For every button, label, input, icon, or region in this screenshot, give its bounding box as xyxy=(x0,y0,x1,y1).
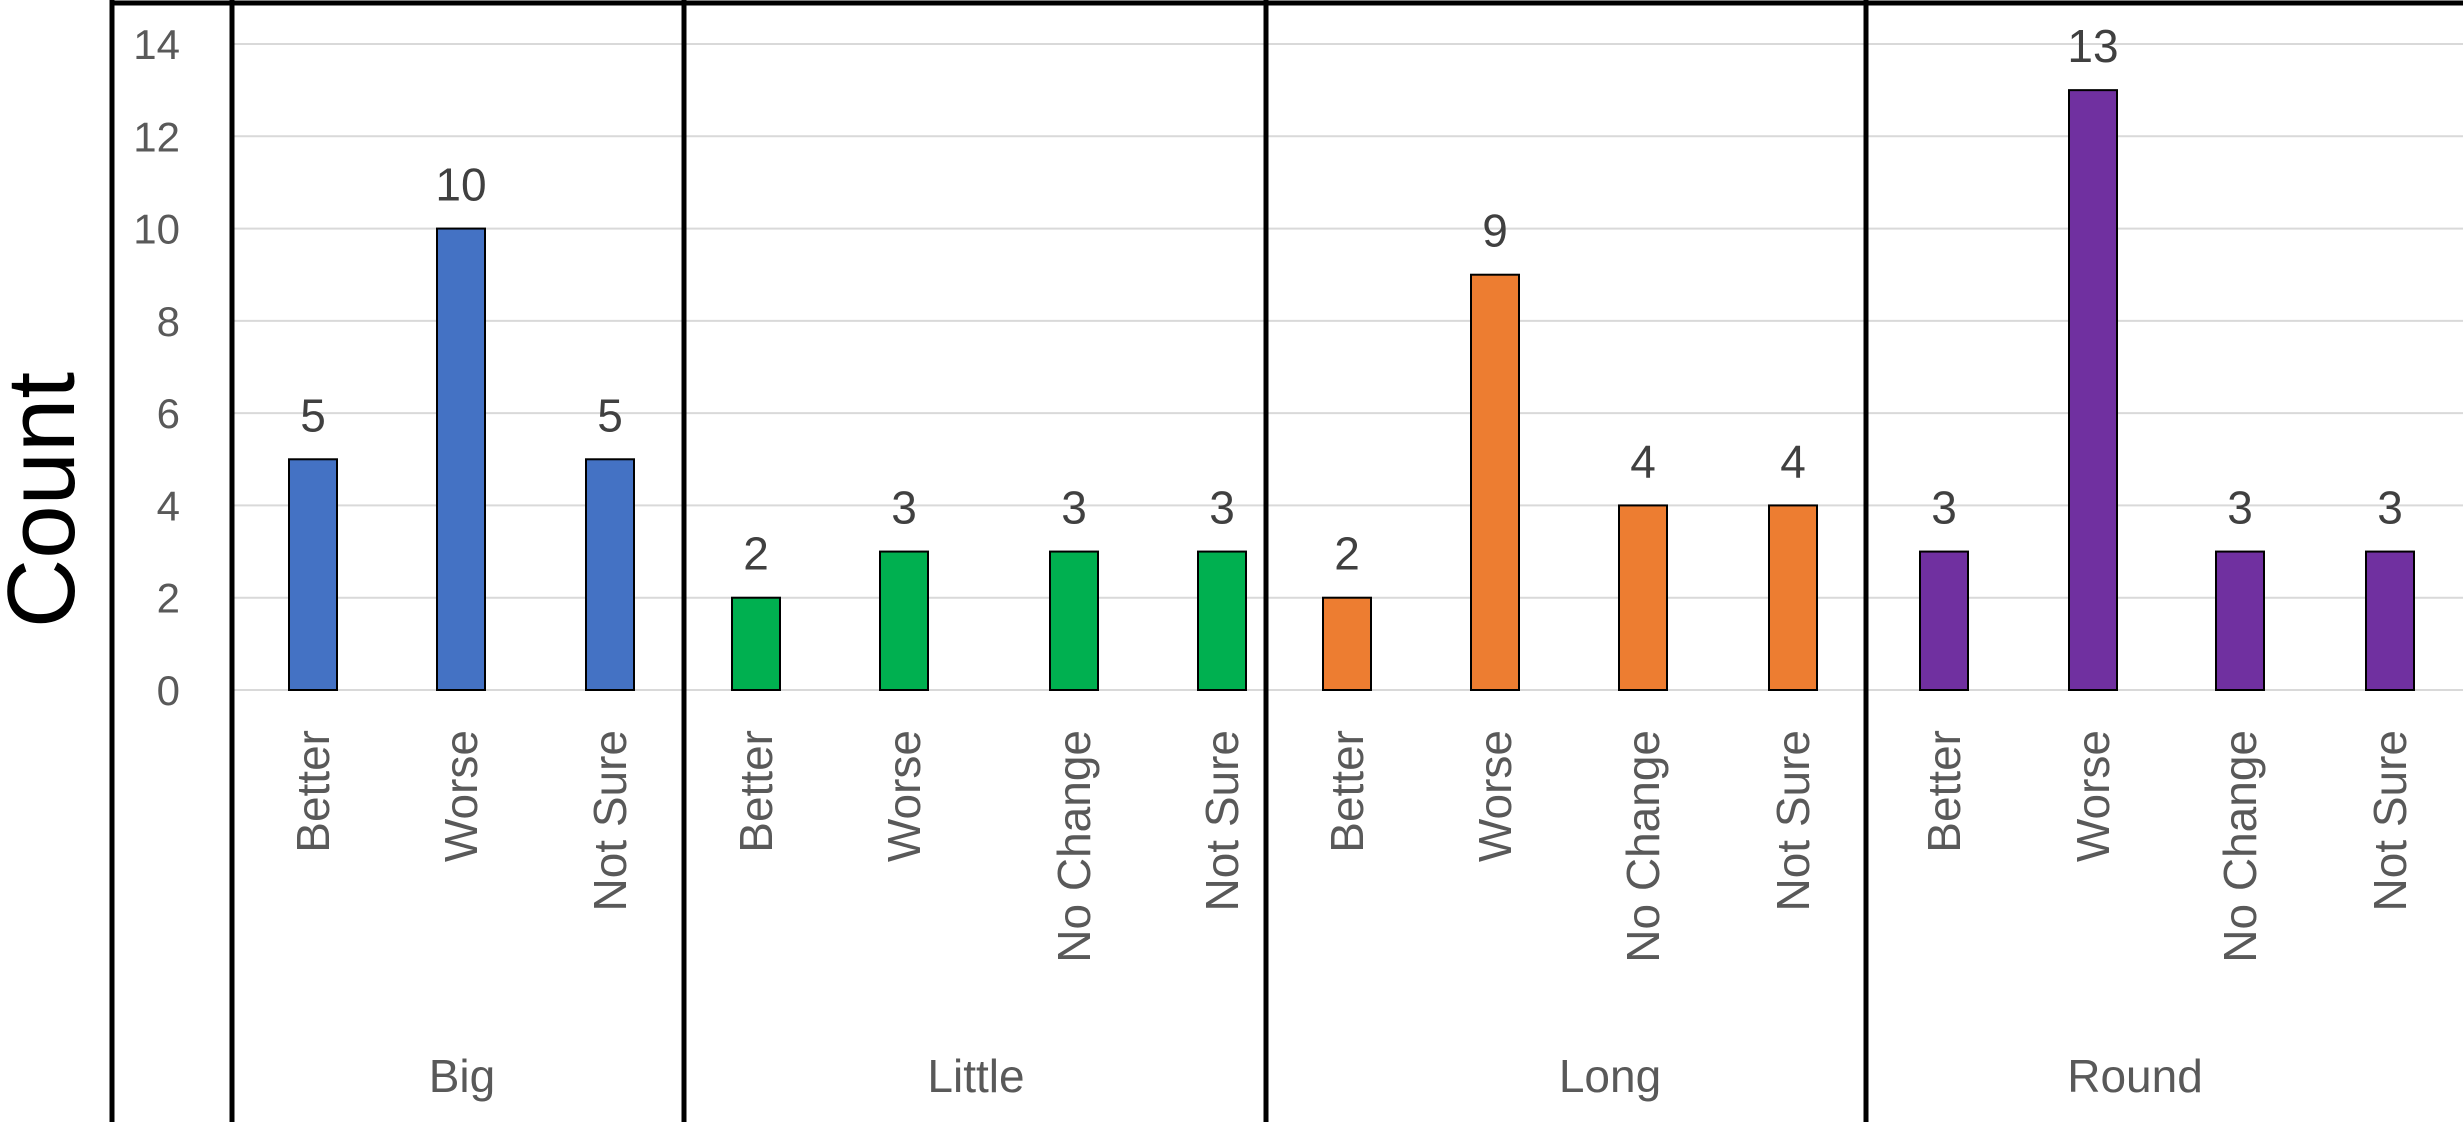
category-label: Better xyxy=(730,730,782,853)
data-label: 3 xyxy=(2227,482,2253,534)
gridlines xyxy=(232,43,2463,691)
data-label: 2 xyxy=(1334,528,1360,580)
group-label-long: Long xyxy=(1559,1050,1661,1102)
data-label: 3 xyxy=(1061,482,1087,534)
data-label: 3 xyxy=(1209,482,1235,534)
data-label: 10 xyxy=(435,159,486,211)
data-label: 4 xyxy=(1780,435,1806,487)
bar-round-0 xyxy=(1919,550,1969,691)
category-label: Worse xyxy=(2067,730,2119,862)
category-label: Worse xyxy=(435,730,487,862)
group-labels: Big Little Long Round xyxy=(429,1050,2203,1102)
bar-big-1 xyxy=(436,227,486,691)
bar-long-1 xyxy=(1470,273,1520,691)
data-label: 3 xyxy=(1931,482,1957,534)
group-label-big: Big xyxy=(429,1050,495,1102)
category-label: Better xyxy=(287,730,339,853)
category-label: Better xyxy=(1321,730,1373,853)
y-tick-label: 4 xyxy=(157,482,180,529)
category-label: Not Sure xyxy=(1196,730,1248,912)
bar-big-0 xyxy=(288,458,338,691)
category-label: Not Sure xyxy=(584,730,636,912)
bar-round-3 xyxy=(2365,550,2415,691)
bar-big-2 xyxy=(585,458,635,691)
bar-long-0 xyxy=(1322,596,1372,692)
data-label: 13 xyxy=(2067,20,2118,72)
y-tick-label: 2 xyxy=(157,575,180,622)
group-label-little: Little xyxy=(927,1050,1024,1102)
y-tick-label: 12 xyxy=(133,113,180,160)
data-label: 2 xyxy=(743,528,769,580)
y-tick-label: 8 xyxy=(157,298,180,345)
bar-long-3 xyxy=(1768,504,1818,691)
category-label: No Change xyxy=(2214,730,2266,963)
data-label: 3 xyxy=(2377,482,2403,534)
category-label: Not Sure xyxy=(1767,730,1819,912)
y-tick-label: 14 xyxy=(133,21,180,68)
category-label: No Change xyxy=(1617,730,1669,963)
category-label: Worse xyxy=(1469,730,1521,862)
bar-long-2 xyxy=(1618,504,1668,691)
category-label: Not Sure xyxy=(2364,730,2416,912)
bar-little-3 xyxy=(1197,550,1247,691)
y-axis-ticks: 0 2 4 6 8 10 12 14 xyxy=(133,21,180,714)
y-tick-label: 6 xyxy=(157,390,180,437)
category-label: No Change xyxy=(1048,730,1100,963)
data-label: 9 xyxy=(1482,205,1508,257)
bar-round-1 xyxy=(2068,89,2118,691)
bar-little-0 xyxy=(731,596,781,692)
bar-little-1 xyxy=(879,550,929,691)
data-label: 5 xyxy=(300,389,326,441)
category-label: Better xyxy=(1918,730,1970,853)
data-label: 4 xyxy=(1630,435,1656,487)
y-tick-label: 10 xyxy=(133,206,180,253)
data-labels: 5 10 5 2 3 3 3 2 9 4 4 3 13 3 3 xyxy=(300,20,2403,580)
data-label: 5 xyxy=(597,389,623,441)
group-label-round: Round xyxy=(2067,1050,2203,1102)
bars xyxy=(288,89,2415,692)
data-label: 3 xyxy=(891,482,917,534)
panel-frame xyxy=(109,0,2463,1122)
category-labels: Better Worse Not Sure Better Worse No Change N… xyxy=(287,730,2416,963)
bar-little-2 xyxy=(1049,550,1099,691)
y-axis-label: Count xyxy=(0,372,95,628)
y-tick-label: 0 xyxy=(157,667,180,714)
category-label: Worse xyxy=(878,730,930,862)
bar-round-2 xyxy=(2215,550,2265,691)
